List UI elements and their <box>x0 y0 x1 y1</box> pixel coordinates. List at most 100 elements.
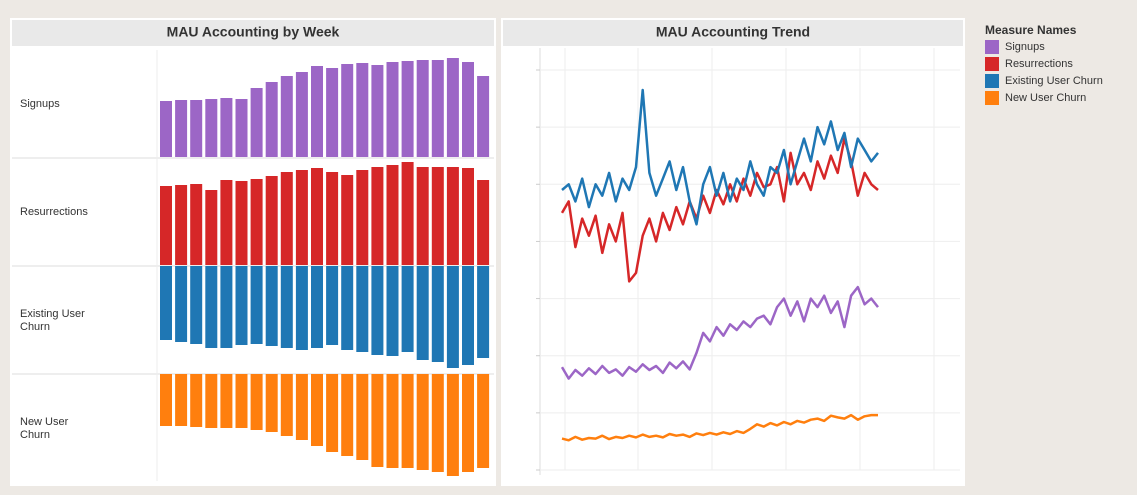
bar <box>220 266 233 348</box>
bar <box>175 266 188 342</box>
bar <box>386 62 399 157</box>
bar <box>446 374 459 476</box>
bar <box>280 374 293 436</box>
bar <box>220 374 233 428</box>
bar <box>311 168 323 265</box>
bar <box>462 168 474 265</box>
bar <box>401 374 414 468</box>
legend-label: New User Churn <box>1005 92 1086 104</box>
bar <box>371 266 384 355</box>
bar <box>326 172 339 265</box>
bar <box>175 100 188 157</box>
row-label: New User Churn <box>20 416 69 441</box>
bar <box>250 88 263 157</box>
bar <box>356 374 369 460</box>
legend-label: Existing User Churn <box>1005 75 1103 87</box>
bar <box>477 180 490 265</box>
bar <box>295 170 308 265</box>
left-title-bar <box>12 20 494 46</box>
bar <box>341 266 354 350</box>
bar <box>160 101 172 157</box>
bar <box>190 266 203 344</box>
bar <box>356 266 369 352</box>
bar <box>280 266 293 348</box>
bar <box>401 61 414 157</box>
bar <box>371 167 384 265</box>
legend-swatch <box>985 57 999 71</box>
bar <box>416 374 429 470</box>
bar <box>326 266 339 345</box>
bar <box>356 63 369 157</box>
bar <box>386 165 399 265</box>
right-title: MAU Accounting Trend <box>656 24 810 40</box>
bar <box>205 266 218 348</box>
bar <box>341 374 354 456</box>
bar <box>326 374 339 452</box>
legend-swatch <box>985 40 999 54</box>
bar <box>190 184 203 265</box>
legend-title: Measure Names <box>985 23 1077 37</box>
bar <box>175 185 188 265</box>
bar <box>235 374 248 428</box>
bar <box>311 66 323 157</box>
line <box>560 137 879 283</box>
line <box>560 285 879 380</box>
right-title-bar <box>503 20 963 46</box>
bar <box>446 167 459 265</box>
bar <box>462 62 474 157</box>
bar <box>356 170 369 265</box>
bar <box>295 374 308 440</box>
bar <box>416 60 429 157</box>
right-panel <box>501 18 965 486</box>
bar <box>295 266 308 350</box>
bar <box>250 179 263 265</box>
bar <box>386 266 399 356</box>
bar <box>265 82 278 157</box>
bar <box>386 374 399 468</box>
bar <box>175 374 188 426</box>
bar <box>431 266 444 362</box>
bar <box>205 374 218 428</box>
bar <box>265 266 278 346</box>
bar <box>311 266 323 348</box>
bar <box>431 167 444 265</box>
bar <box>280 76 293 157</box>
bar <box>265 374 278 432</box>
bar <box>235 266 248 345</box>
left-title: MAU Accounting by Week <box>167 24 340 40</box>
bar <box>311 374 323 446</box>
bar <box>220 180 233 265</box>
legend-label: Signups <box>1005 41 1045 53</box>
bar <box>462 266 474 365</box>
bar <box>341 175 354 265</box>
bar <box>160 266 172 340</box>
bar <box>462 374 474 472</box>
row-label: Signups <box>20 98 60 110</box>
bar <box>295 72 308 157</box>
legend-swatch <box>985 91 999 105</box>
bar <box>235 99 248 157</box>
bar <box>205 190 218 265</box>
bar <box>477 76 490 157</box>
bar <box>477 374 490 468</box>
bar <box>265 176 278 265</box>
bar <box>401 162 414 265</box>
line <box>561 413 878 442</box>
bar <box>416 167 429 265</box>
bar <box>431 374 444 472</box>
bar <box>371 374 384 467</box>
bar <box>431 60 444 157</box>
bar <box>235 181 248 265</box>
bar <box>190 100 203 157</box>
bar <box>280 172 293 265</box>
bar <box>220 98 233 157</box>
bar <box>477 266 490 358</box>
bar <box>250 266 263 344</box>
legend-swatch <box>985 74 999 88</box>
bar <box>401 266 414 352</box>
row-label: Existing User Churn <box>20 308 85 333</box>
bar <box>341 64 354 157</box>
bar <box>416 266 429 360</box>
row-label: Resurrections <box>20 206 88 218</box>
